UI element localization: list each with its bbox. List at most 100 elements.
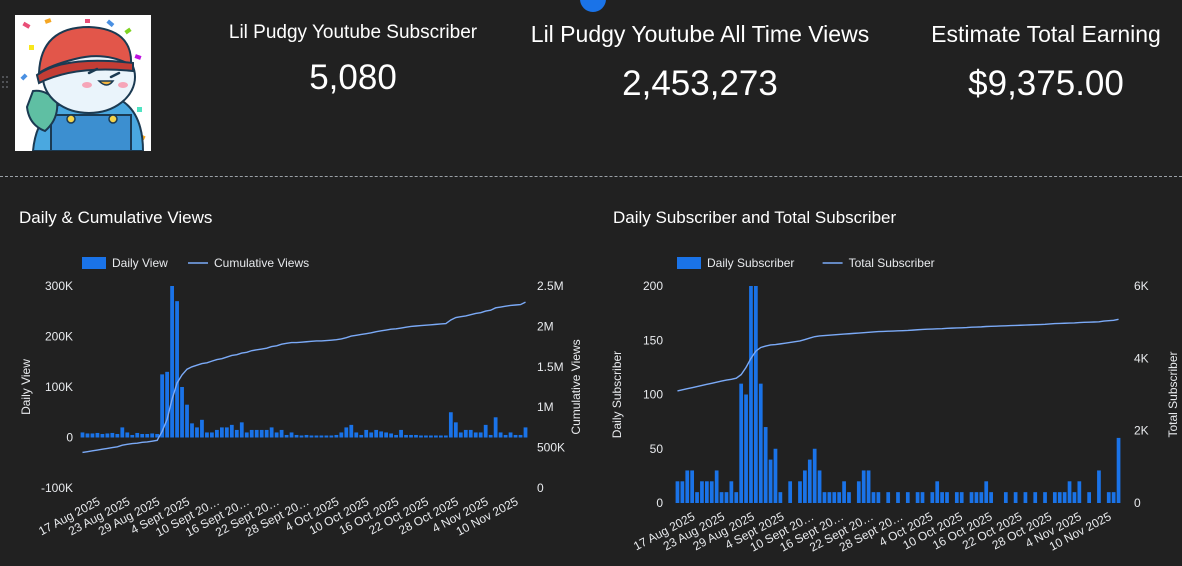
bar-1-78 bbox=[1057, 492, 1062, 503]
left-axis-tick: 50 bbox=[650, 442, 664, 456]
bar-1-58 bbox=[959, 492, 964, 503]
bar-0-66 bbox=[409, 434, 413, 438]
bar-1-26 bbox=[803, 470, 807, 503]
bar-0-1 bbox=[85, 433, 90, 438]
bar-0-51 bbox=[334, 434, 339, 438]
bar-1-39 bbox=[866, 470, 871, 503]
bar-1-11 bbox=[729, 481, 734, 503]
left-axis-tick: 150 bbox=[643, 333, 663, 347]
kpi-total-earning: Estimate Total Earning $9,375.00 bbox=[910, 21, 1182, 104]
bar-0-74 bbox=[448, 412, 453, 438]
bar-1-38 bbox=[861, 470, 866, 503]
bar-0-10 bbox=[130, 434, 135, 438]
bar-0-79 bbox=[473, 432, 478, 438]
bar-0-30 bbox=[229, 424, 234, 438]
bar-1-64 bbox=[989, 492, 993, 503]
bar-0-56 bbox=[359, 434, 364, 438]
left-axis-tick: 0 bbox=[66, 431, 73, 445]
bar-1-28 bbox=[812, 448, 817, 503]
bar-0-45 bbox=[304, 434, 309, 438]
bar-1-5 bbox=[700, 481, 704, 503]
legend-swatch-1-bar bbox=[677, 257, 701, 269]
bar-1-35 bbox=[847, 492, 851, 503]
right-axis-tick: 500K bbox=[537, 441, 565, 455]
bar-0-29 bbox=[224, 427, 229, 438]
bar-0-89 bbox=[523, 427, 528, 438]
bar-0-9 bbox=[125, 432, 130, 438]
bar-0-15 bbox=[155, 433, 160, 438]
bar-0-2 bbox=[90, 433, 95, 438]
bar-0-36 bbox=[259, 429, 264, 438]
bar-1-41 bbox=[876, 492, 881, 503]
left-axis-title: Daily Subscriber bbox=[610, 351, 624, 438]
bar-0-14 bbox=[150, 433, 155, 438]
bar-0-39 bbox=[274, 432, 279, 438]
bar-1-86 bbox=[1097, 470, 1101, 503]
bar-1-32 bbox=[832, 492, 837, 503]
bar-1-69 bbox=[1013, 492, 1018, 503]
daily-cumulative-views-chart[interactable]: Daily View Cumulative Views 300K 200K 100K 0 -… bbox=[0, 240, 590, 566]
bar-1-52 bbox=[930, 492, 935, 503]
bar-0-54 bbox=[349, 424, 354, 438]
bar-1-1 bbox=[680, 481, 685, 503]
kpi-subscribers-label: Lil Pudgy Youtube Subscriber bbox=[228, 22, 478, 43]
bar-0-34 bbox=[249, 429, 254, 438]
bar-1-25 bbox=[798, 481, 802, 503]
bar-1-45 bbox=[896, 492, 900, 503]
bar-1-37 bbox=[856, 481, 861, 503]
bar-1-63 bbox=[984, 481, 989, 503]
bar-0-55 bbox=[354, 432, 359, 438]
bar-1-84 bbox=[1087, 492, 1091, 503]
kpi-subscribers: Lil Pudgy Youtube Subscriber 5,080 bbox=[203, 22, 503, 98]
bar-1-20 bbox=[773, 448, 778, 503]
bar-1-12 bbox=[734, 492, 739, 503]
bar-1-40 bbox=[871, 492, 876, 503]
kpi-all-time-views: Lil Pudgy Youtube All Time Views 2,453,2… bbox=[505, 21, 895, 104]
bar-0-0 bbox=[80, 432, 85, 438]
bar-0-67 bbox=[414, 434, 418, 438]
bar-0-28 bbox=[219, 427, 224, 438]
bar-1-57 bbox=[954, 492, 959, 503]
bar-0-27 bbox=[215, 429, 219, 438]
right-axis-tick: 2M bbox=[537, 319, 554, 333]
bar-0-71 bbox=[434, 435, 438, 438]
right-axis-tick: 0 bbox=[537, 481, 544, 495]
bar-0-43 bbox=[294, 434, 299, 438]
bar-0-69 bbox=[424, 435, 428, 438]
bar-0-52 bbox=[339, 432, 344, 438]
bar-0-64 bbox=[399, 429, 403, 438]
bar-1-23 bbox=[788, 481, 793, 503]
bar-0-62 bbox=[389, 433, 393, 438]
right-axis-tick: 2.5M bbox=[537, 279, 564, 293]
bar-1-9 bbox=[719, 492, 724, 503]
bar-0-12 bbox=[140, 433, 145, 438]
right-axis-title: Total Subscriber bbox=[1166, 351, 1180, 437]
bar-1-80 bbox=[1067, 481, 1072, 503]
channel-avatar bbox=[15, 15, 151, 151]
bar-1-75 bbox=[1043, 492, 1047, 503]
bar-0-35 bbox=[254, 429, 259, 438]
bar-0-77 bbox=[463, 429, 468, 438]
kpi-earning-value: $9,375.00 bbox=[968, 64, 1124, 103]
drag-handle-icon[interactable] bbox=[2, 76, 10, 90]
bar-0-70 bbox=[429, 435, 433, 438]
bar-1-82 bbox=[1077, 481, 1082, 503]
bar-0-33 bbox=[244, 432, 249, 438]
bar-0-61 bbox=[384, 432, 389, 438]
bar-0-63 bbox=[394, 434, 398, 438]
bar-0-75 bbox=[453, 422, 458, 438]
bar-1-17 bbox=[758, 383, 763, 503]
daily-total-subscriber-chart[interactable]: Daily Subscriber Total Subscriber 200 150 10… bbox=[591, 240, 1182, 566]
bar-0-41 bbox=[284, 434, 289, 438]
bar-0-86 bbox=[508, 432, 513, 438]
bar-1-50 bbox=[920, 492, 925, 503]
bar-0-80 bbox=[478, 432, 483, 438]
page-indicator-dot[interactable] bbox=[580, 0, 606, 12]
bar-1-61 bbox=[974, 492, 979, 503]
bar-0-73 bbox=[443, 435, 448, 438]
bar-0-13 bbox=[145, 433, 150, 438]
bar-0-49 bbox=[324, 435, 329, 438]
bar-1-30 bbox=[822, 492, 827, 503]
bar-1-2 bbox=[685, 470, 690, 503]
bar-1-0 bbox=[675, 481, 680, 503]
